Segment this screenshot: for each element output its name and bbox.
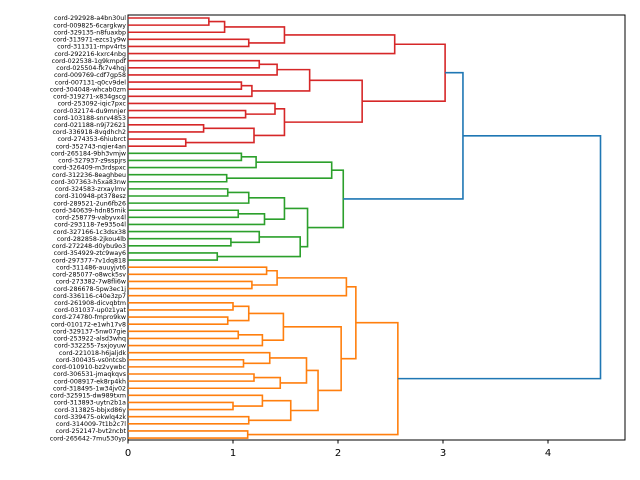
leaf-label: cord-273382-7w8fli6w [56, 279, 126, 286]
leaf-label: cord-310948-pt378esz [55, 193, 127, 200]
leaf-label: cord-313825-bbjxd86y [54, 407, 126, 414]
leaf-label: cord-311311-rnpv4rts [57, 44, 126, 51]
leaf-label: cord-252147-bvt2ncbt [56, 428, 127, 435]
leaf-label: cord-293118-7e935o4l [54, 222, 126, 229]
leaf-label: cord-253922-alsd3whq [54, 336, 126, 343]
leaf-label: cord-300435-vs0ntcsb [56, 357, 126, 364]
leaf-label: cord-311486-auuyjvt6 [56, 264, 126, 271]
x-tick-label: 4 [545, 448, 551, 459]
leaf-label: cord-336918-8vqdhch2 [52, 129, 126, 136]
leaf-label: cord-010172-e1wh17v8 [51, 321, 126, 328]
leaf-label: cord-332255-7sxjoyuw [54, 343, 126, 350]
leaf-label: cord-009825-6cargkwy [53, 22, 126, 29]
leaf-label: cord-031037-up0z1yat [54, 307, 126, 314]
leaf-label: cord-324583-zrxaylmv [55, 186, 126, 193]
leaf-label: cord-022538-1g9kmpdf [52, 58, 127, 65]
leaf-label: cord-272248-d0ybu9o3 [52, 243, 126, 250]
leaf-label: cord-319271-x834gscg [53, 94, 126, 101]
leaf-label: cord-221018-h6jaljdk [59, 350, 126, 357]
leaf-label: cord-312236-8eaghbeu [52, 172, 126, 179]
dendrogram-link [397, 135, 602, 380]
leaf-label: cord-329135-n8fuaxbp [54, 29, 126, 36]
leaf-label: cord-261908-dicvqbtm [54, 300, 126, 307]
leaf-label: cord-306531-jmaqkqvs [53, 371, 126, 378]
leaf-label: cord-265184-9bh3vmjw [51, 150, 126, 157]
leaf-label: cord-313893-uytn2b1a [54, 400, 127, 407]
leaf-label: cord-009769-cdf7gp58 [54, 72, 126, 79]
x-tick-label: 2 [335, 448, 341, 459]
leaf-label: cord-289521-2un6fb26 [53, 200, 126, 207]
axes-frame [127, 14, 626, 441]
leaf-label: cord-007131-q0cv9del [55, 79, 126, 86]
leaf-label: cord-304048-whcab0zm [50, 86, 126, 93]
leaf-label: cord-340639-hdn85mik [52, 207, 126, 214]
leaf-label: cord-008917-ek8rp4kh [54, 378, 126, 385]
leaf-label: cord-339475-okwlq4zk [54, 414, 126, 421]
leaf-label: cord-325915-dw989txm [50, 393, 126, 400]
x-tick-label: 1 [230, 448, 236, 459]
leaf-label: cord-352743-nqier4an [56, 143, 126, 150]
leaf-label: cord-258779-vabyvx4l [55, 215, 126, 222]
leaf-label: cord-292928-a4bn30ul [54, 15, 126, 22]
leaf-label: cord-282858-2jkou4lb [57, 236, 126, 243]
leaf-label: cord-274780-fmpro9kw [52, 314, 126, 321]
leaf-label: cord-274353-6hiubrct [58, 136, 127, 143]
leaf-label: cord-313971-ezcs1y9w [53, 37, 126, 44]
leaf-label: cord-314009-7t1b2c7l [56, 421, 126, 428]
leaf-label: cord-025504-fk7v4hqj [56, 65, 126, 72]
leaf-label: cord-021188-n9j72621 [54, 122, 126, 129]
leaf-label: cord-265642-7mu530yp [50, 435, 126, 442]
leaf-label: cord-285077-o8wck5sv [52, 272, 126, 279]
leaf-label: cord-327166-1c3dsx38 [53, 229, 126, 236]
leaf-label: cord-354929-ztc9way6 [54, 250, 126, 257]
leaf-label: cord-326409-m3rdspxc [53, 165, 127, 172]
leaf-label: cord-336116-c40e3zp7 [53, 293, 126, 300]
leaf-label: cord-329137-5nw07gie [53, 328, 126, 335]
x-tick-label: 0 [125, 448, 131, 459]
leaf-label: cord-292216-kxrc4nbg [54, 51, 126, 58]
leaf-label: cord-103188-snrv4853 [54, 115, 126, 122]
leaf-label: cord-010910-bz2vywbc [52, 364, 126, 371]
leaf-label: cord-327937-z9sspjrs [58, 158, 126, 165]
leaf-label: cord-307363-h5xa83nw [51, 179, 126, 186]
leaf-label: cord-318495-1w34jv02 [53, 385, 126, 392]
x-tick-label: 3 [440, 448, 446, 459]
leaf-label: cord-032174-du9mnjer [53, 108, 126, 115]
leaf-label: cord-286678-5pw3ec1j [53, 286, 126, 293]
leaf-label: cord-297377-7v1dq818 [52, 257, 126, 264]
leaf-label: cord-253092-iqic7pxc [58, 101, 127, 108]
